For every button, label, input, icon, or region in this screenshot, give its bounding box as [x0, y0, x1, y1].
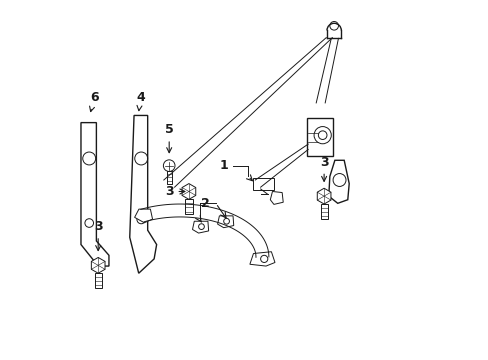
Text: 3: 3	[94, 220, 102, 251]
Polygon shape	[134, 209, 152, 223]
Polygon shape	[182, 184, 195, 199]
Polygon shape	[91, 257, 105, 273]
Text: 4: 4	[136, 91, 144, 111]
Text: 5: 5	[164, 123, 173, 153]
FancyBboxPatch shape	[94, 273, 102, 288]
FancyBboxPatch shape	[306, 118, 332, 156]
Polygon shape	[317, 188, 330, 204]
Polygon shape	[129, 116, 156, 273]
Polygon shape	[192, 221, 208, 233]
Text: 3: 3	[164, 185, 184, 198]
Polygon shape	[81, 123, 109, 266]
Polygon shape	[249, 252, 274, 266]
FancyBboxPatch shape	[320, 204, 327, 219]
Text: 3: 3	[319, 156, 328, 181]
Text: 2: 2	[200, 197, 209, 210]
FancyBboxPatch shape	[252, 178, 273, 190]
Polygon shape	[217, 216, 233, 228]
Text: 6: 6	[89, 91, 99, 112]
Text: 1: 1	[220, 159, 228, 172]
Polygon shape	[328, 160, 348, 203]
FancyBboxPatch shape	[185, 199, 192, 215]
Polygon shape	[270, 192, 283, 204]
